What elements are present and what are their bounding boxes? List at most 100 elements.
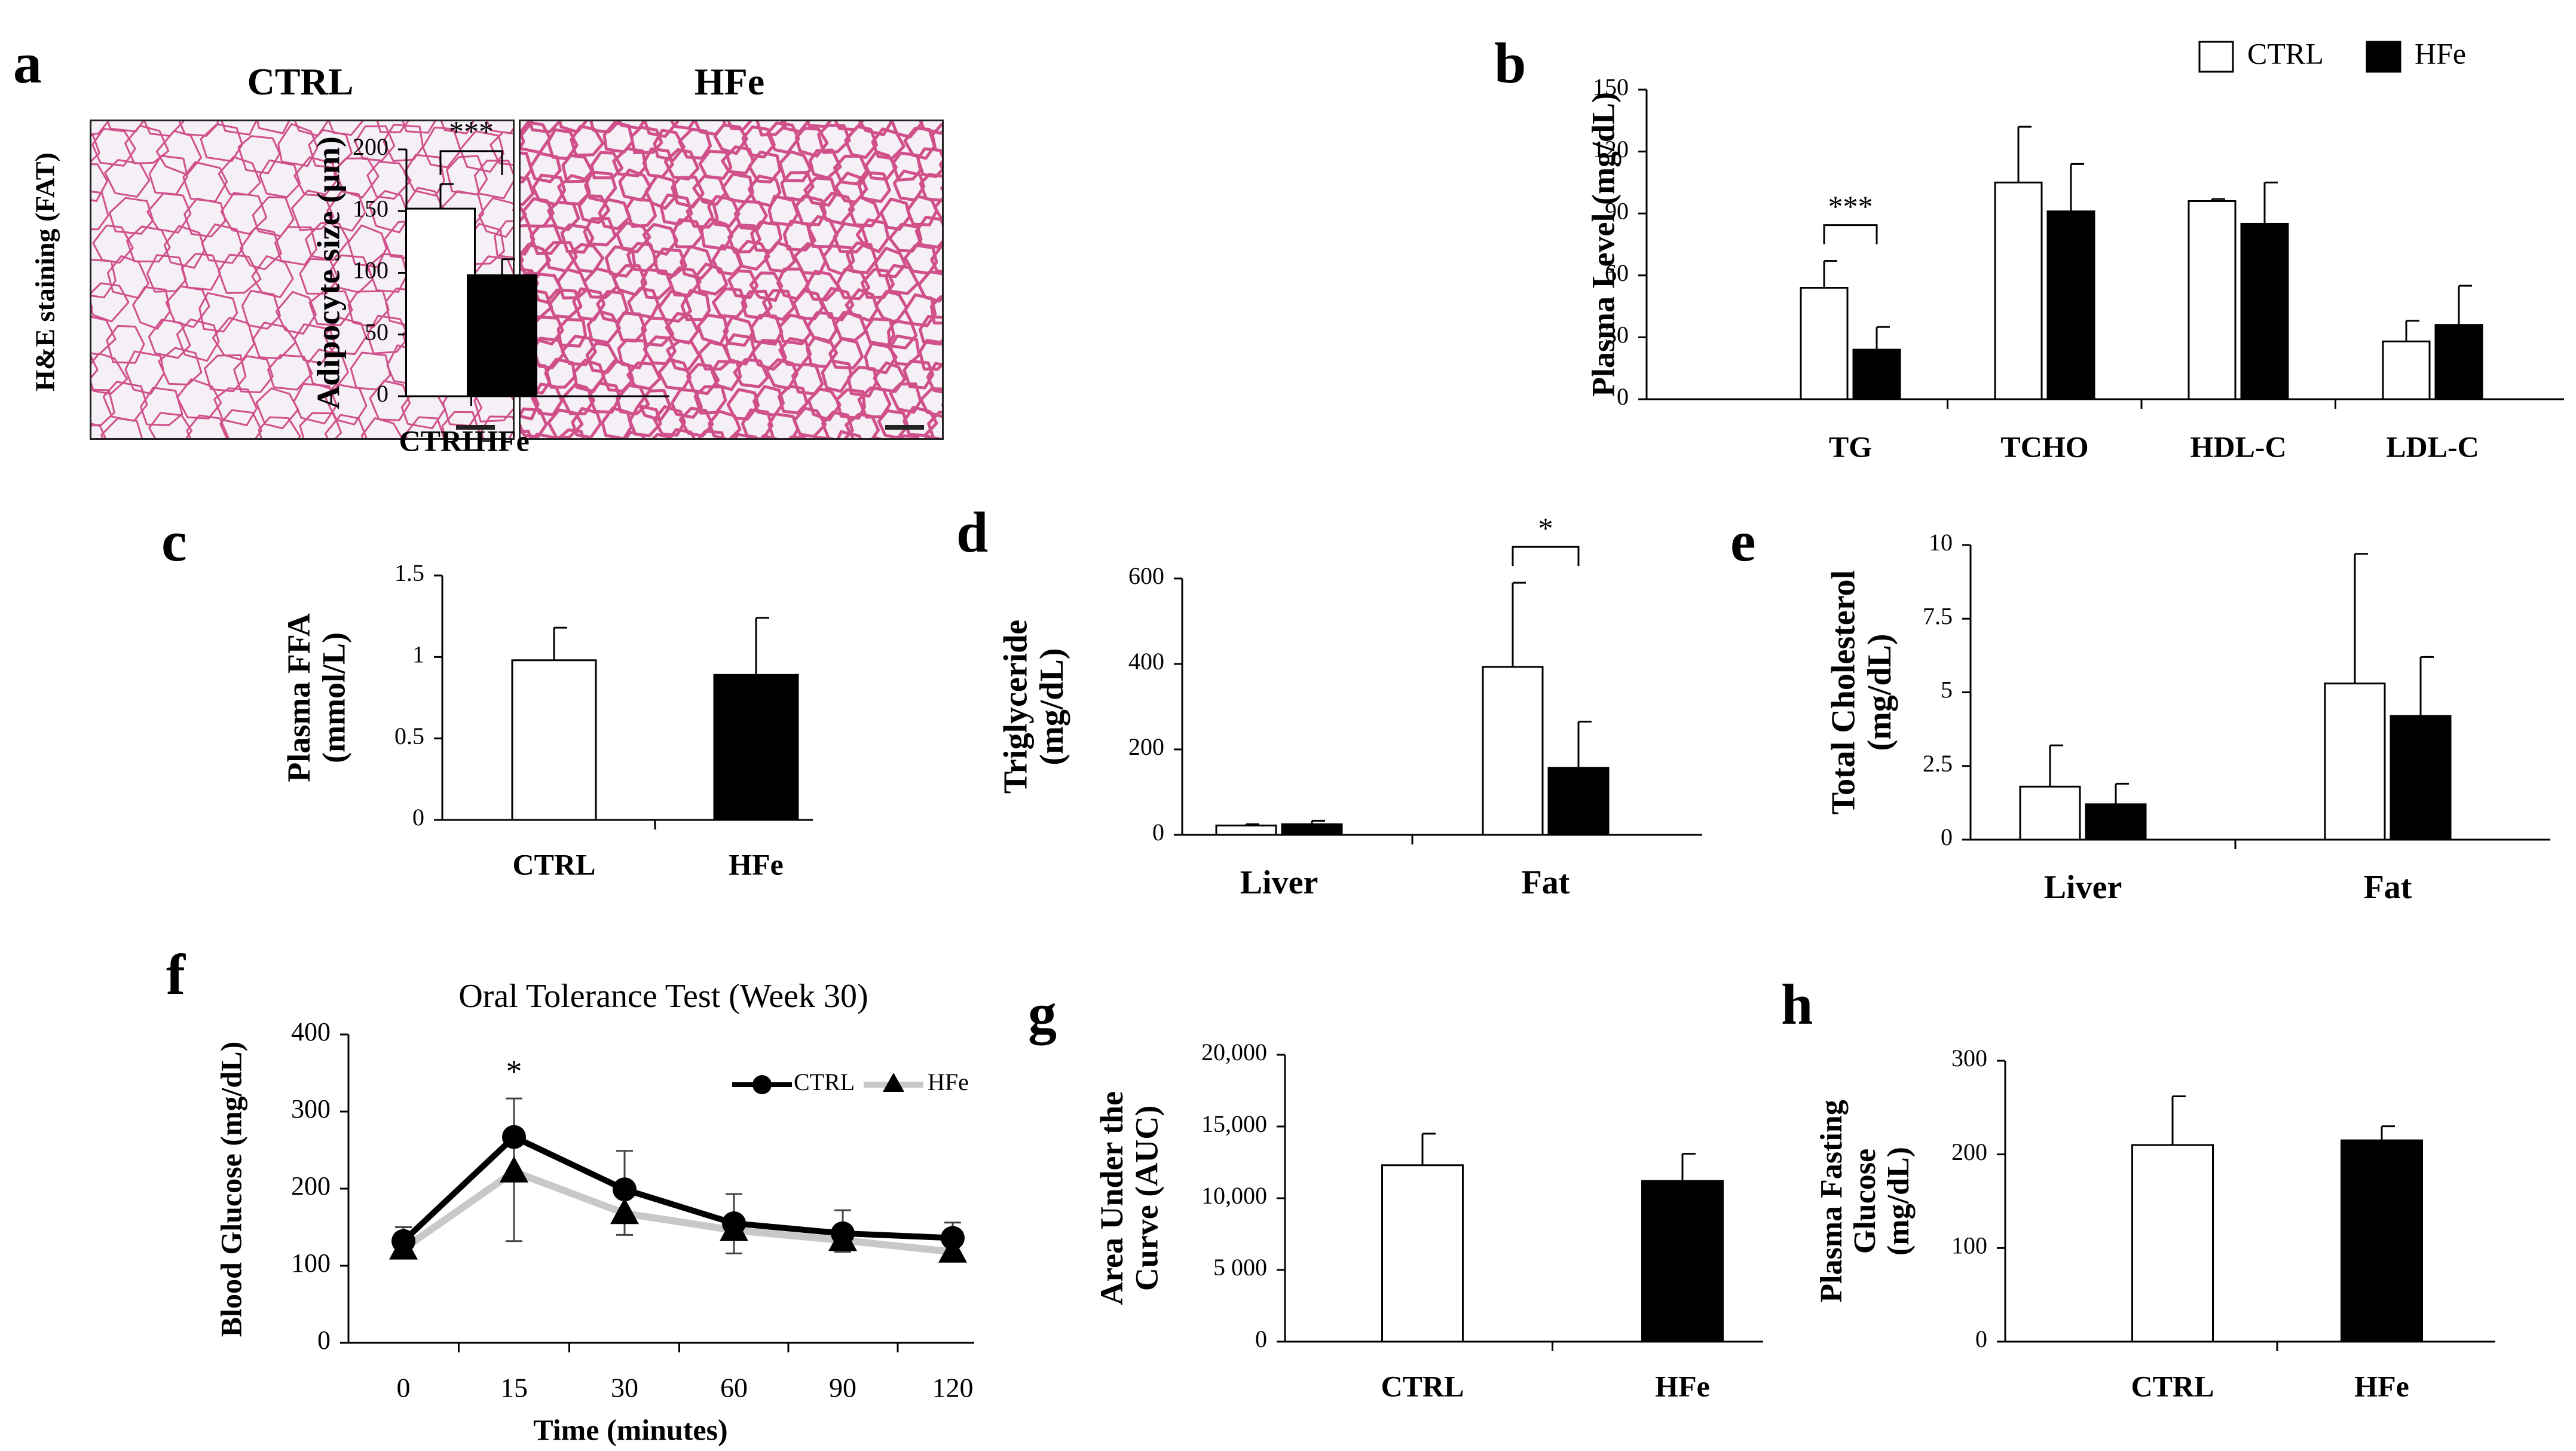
point-ctrl <box>722 1211 746 1236</box>
bar-liver-ctrl <box>2019 785 2081 841</box>
significance-label: *** <box>1828 189 1873 223</box>
y-tick-label: 200 <box>291 1171 331 1201</box>
point-hfe <box>610 1198 639 1225</box>
x-tick-label: 0 <box>397 1373 411 1403</box>
chart-d: 0 200 400 600 Liver Fat Triglyceride(mg/dL) * <box>998 512 1702 901</box>
legend-marker-ctrl <box>752 1075 772 1094</box>
bar-ldl-c-ctrl <box>2382 340 2431 400</box>
panel-letter-e: e <box>1730 509 1756 573</box>
y-tick-label: 300 <box>1951 1045 1987 1072</box>
y-tick-label: 0.5 <box>394 723 424 749</box>
panel-letter-g: g <box>1028 981 1057 1045</box>
y-tick-label: 100 <box>353 257 388 284</box>
bar-ctrl <box>1381 1164 1464 1343</box>
bar-hdl-c-hfe <box>2240 222 2289 400</box>
y-tick-label: 0 <box>412 804 424 831</box>
y-tick-label: 50 <box>365 319 388 345</box>
y-tick-label: 0 <box>1941 824 1953 850</box>
y-tick-label: 1.5 <box>394 559 424 586</box>
bar-ctrl <box>511 659 597 821</box>
x-category-label: HFe <box>729 847 784 881</box>
y-tick-label: 600 <box>1128 562 1164 589</box>
x-category-label: HFe <box>475 424 530 457</box>
bar-hfe <box>1641 1180 1724 1343</box>
y-tick-label: 30 <box>1605 322 1629 348</box>
y-tick-label: 200 <box>353 133 388 160</box>
histology-image-hfe <box>519 120 944 440</box>
point-ctrl <box>502 1125 526 1149</box>
scale-bar <box>885 425 924 430</box>
panel-letter-b: b <box>1494 31 1526 95</box>
significance-bracket <box>439 150 503 175</box>
x-category-label: Fat <box>1522 864 1570 901</box>
y-tick-label: 90 <box>1605 197 1629 224</box>
bar-tg-hfe <box>1852 348 1901 400</box>
y-tick-label: 1 <box>412 641 424 668</box>
bar-tg-ctrl <box>1800 287 1849 400</box>
panel-letter-d: d <box>956 500 989 564</box>
x-category-label: TCHO <box>2000 430 2088 463</box>
y-tick-label: 10,000 <box>1201 1182 1267 1209</box>
x-category-label: CTRL <box>399 424 482 457</box>
bar-fat-hfe <box>1547 767 1610 836</box>
y-tick-label: 100 <box>1951 1232 1987 1259</box>
bar-hfe <box>2341 1139 2423 1343</box>
y-tick-label: 400 <box>1128 648 1164 675</box>
bar-hfe <box>467 274 537 397</box>
chart-c: 0 0.5 1 1.5 CTRL HFe Plasma FFA(mmol/L) <box>281 559 813 881</box>
legend-marker-hfe <box>883 1073 904 1092</box>
y-tick-label: 150 <box>353 195 388 222</box>
x-category-label: CTRL <box>513 847 596 881</box>
legend-label: CTRL <box>2247 36 2324 70</box>
legend-label: CTRL <box>794 1069 855 1095</box>
y-tick-label: 400 <box>291 1017 331 1046</box>
chart-g: 0 5 000 10,000 15,000 20,000 CTRL HFe Area Unde… <box>1094 1039 1763 1403</box>
series-line-ctrl <box>401 1133 953 1244</box>
bar-tcho-hfe <box>2046 210 2095 400</box>
x-tick-label: 90 <box>829 1373 856 1403</box>
series-line-hfe <box>401 1167 953 1256</box>
y-axis-label: Total Cholesterol <box>1825 570 1862 815</box>
point-hfe <box>500 1156 528 1183</box>
y-tick-label: 0 <box>1152 819 1164 846</box>
y-tick-label: 100 <box>291 1248 331 1278</box>
y-axis-label: Plasma Level (mg/dL) <box>1585 92 1621 397</box>
y-axis-label: (mg/dL) <box>1881 1147 1916 1256</box>
bar-ctrl <box>2131 1144 2214 1343</box>
bar-hdl-c-ctrl <box>2188 200 2237 400</box>
y-axis-label: Glucose <box>1848 1149 1882 1254</box>
x-category-label: HFe <box>1655 1369 1710 1403</box>
histology-cells <box>521 121 942 438</box>
y-tick-label: 0 <box>377 380 388 407</box>
panel-letter-h: h <box>1781 972 1813 1036</box>
y-tick-label: 2.5 <box>1923 750 1953 777</box>
y-tick-label: 0 <box>317 1326 331 1355</box>
bar-liver-hfe <box>2085 803 2147 841</box>
y-tick-label: 200 <box>1951 1138 1987 1165</box>
x-category-label: LDL-C <box>2386 430 2479 463</box>
y-tick-label: 0 <box>1255 1326 1267 1352</box>
y-tick-label: 60 <box>1605 259 1629 286</box>
y-axis-label: Triglyceride <box>998 620 1035 794</box>
bar-ctrl <box>405 207 476 397</box>
x-category-label: CTRL <box>2131 1369 2214 1403</box>
y-axis-label: Curve (AUC) <box>1129 1106 1165 1291</box>
y-tick-label: 15,000 <box>1201 1110 1267 1137</box>
chart-title: Oral Tolerance Test (Week 30) <box>458 978 868 1015</box>
chart-b: 0 30 60 90 120 150 TG TCHO HDL-C LDL-C Plasma Leve… <box>1585 36 2564 463</box>
legend-label: HFe <box>928 1069 969 1095</box>
x-category-label: HFe <box>2354 1369 2409 1403</box>
y-tick-label: 120 <box>1593 136 1629 163</box>
x-tick-label: 120 <box>932 1373 974 1403</box>
y-tick-label: 150 <box>1593 74 1629 100</box>
y-tick-label: 7.5 <box>1923 602 1953 629</box>
scale-bar <box>456 425 495 430</box>
panel-letter-f: f <box>166 942 185 1006</box>
x-axis-label: Time (minutes) <box>533 1413 727 1446</box>
x-category-label: Liver <box>2044 869 2122 906</box>
y-tick-label: 200 <box>1128 733 1164 760</box>
x-tick-label: 30 <box>611 1373 638 1403</box>
histology-title-ctrl: CTRL <box>247 60 354 103</box>
y-axis-label: Adipocyte size (μm) <box>310 136 346 409</box>
